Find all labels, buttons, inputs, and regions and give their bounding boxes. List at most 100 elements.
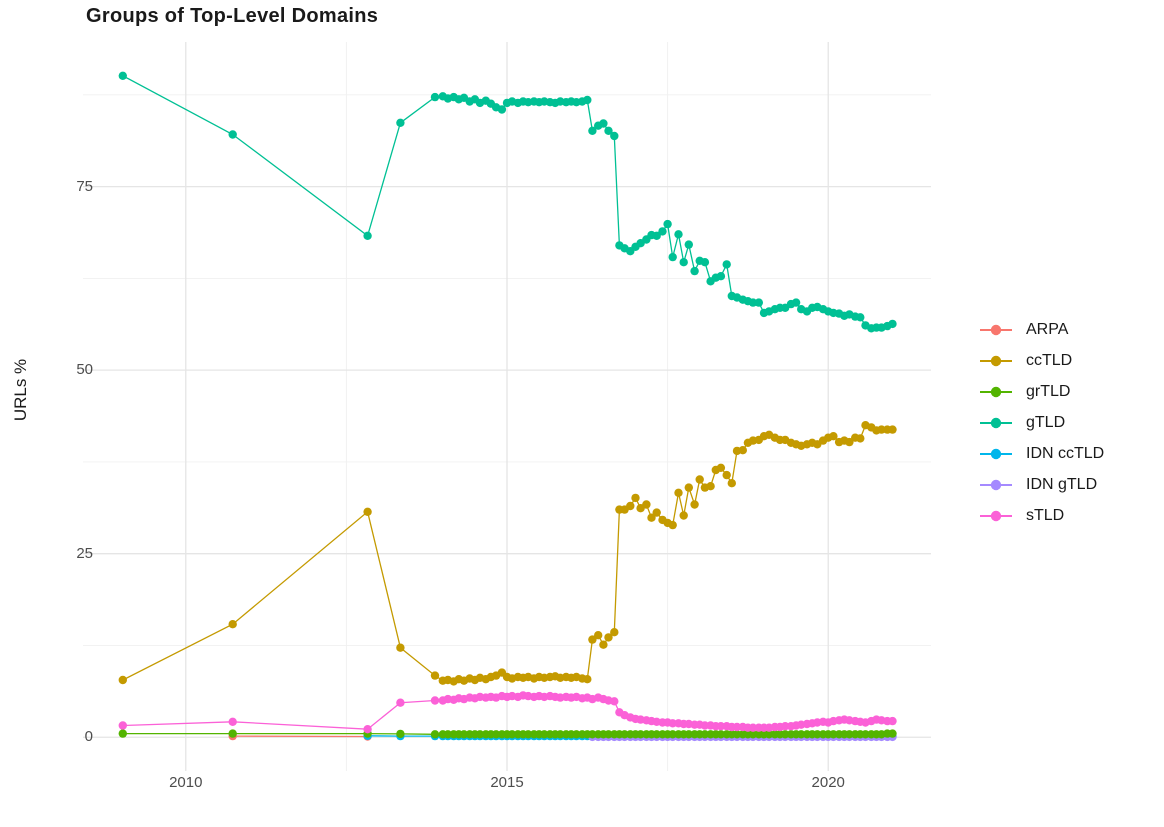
data-point bbox=[877, 425, 886, 434]
data-point bbox=[748, 730, 758, 739]
legend-marker bbox=[980, 355, 1012, 367]
data-point bbox=[856, 434, 865, 443]
data-point bbox=[228, 717, 237, 726]
data-point bbox=[716, 722, 726, 731]
data-point bbox=[118, 729, 128, 738]
data-point bbox=[507, 730, 517, 739]
legend-label: ccTLD bbox=[1026, 352, 1073, 369]
data-point bbox=[797, 730, 806, 739]
legend-marker bbox=[980, 510, 1012, 522]
legend-item-idn-cctld: IDN ccTLD bbox=[976, 443, 1104, 465]
data-point bbox=[845, 730, 854, 739]
data-point bbox=[604, 633, 613, 642]
legend-marker-dot bbox=[990, 417, 1002, 429]
data-point bbox=[748, 723, 758, 732]
data-point bbox=[610, 628, 619, 637]
legend-marker-dot bbox=[990, 510, 1002, 522]
data-point bbox=[396, 729, 405, 739]
legend-marker-dot bbox=[990, 355, 1002, 367]
data-point bbox=[791, 298, 801, 307]
data-point bbox=[888, 425, 897, 434]
data-point bbox=[716, 730, 726, 739]
legend-marker bbox=[980, 386, 1012, 398]
data-point bbox=[228, 130, 237, 139]
data-point bbox=[647, 513, 656, 522]
data-point bbox=[706, 482, 715, 491]
data-point bbox=[588, 730, 597, 739]
data-point bbox=[829, 432, 838, 441]
data-point bbox=[679, 258, 688, 267]
data-point bbox=[732, 730, 742, 739]
x-tick-label-2015: 2015 bbox=[490, 774, 524, 791]
data-point bbox=[118, 721, 128, 730]
data-point bbox=[663, 219, 672, 229]
series-gtld bbox=[118, 71, 897, 333]
data-point bbox=[594, 631, 603, 640]
data-point bbox=[396, 643, 405, 652]
data-point bbox=[497, 105, 507, 114]
data-point bbox=[748, 298, 758, 307]
data-point bbox=[443, 730, 453, 739]
data-point bbox=[363, 231, 372, 240]
data-point bbox=[599, 119, 608, 128]
data-point bbox=[716, 463, 726, 472]
data-point bbox=[604, 730, 613, 739]
data-point bbox=[674, 488, 683, 497]
data-point bbox=[700, 258, 710, 267]
data-point bbox=[658, 227, 667, 236]
legend: ARPA ccTLD grTLD gTLD IDN ccTLD IDN gTLD sTLD bbox=[976, 319, 1104, 536]
data-point bbox=[583, 95, 592, 105]
series-line bbox=[122, 75, 893, 329]
legend-marker-dot bbox=[990, 448, 1002, 460]
series-stld bbox=[118, 691, 897, 734]
data-point bbox=[556, 730, 565, 739]
data-point bbox=[856, 313, 865, 322]
data-point bbox=[764, 730, 774, 739]
data-point bbox=[845, 437, 854, 447]
data-point bbox=[636, 730, 645, 739]
data-point bbox=[363, 507, 372, 516]
legend-marker bbox=[980, 324, 1012, 336]
legend-label: grTLD bbox=[1026, 383, 1071, 400]
data-point bbox=[631, 493, 640, 503]
data-point bbox=[732, 722, 742, 732]
data-point bbox=[228, 620, 237, 629]
data-point bbox=[604, 126, 613, 135]
x-tick-label-2010: 2010 bbox=[169, 774, 203, 791]
x-tick-label-2020: 2020 bbox=[811, 774, 845, 791]
legend-marker-dot bbox=[990, 324, 1002, 336]
data-point bbox=[524, 730, 533, 739]
data-point bbox=[684, 240, 693, 249]
data-point bbox=[652, 730, 661, 739]
data-point bbox=[781, 722, 790, 731]
data-point bbox=[610, 697, 619, 706]
data-point bbox=[396, 118, 405, 128]
data-point bbox=[118, 675, 128, 685]
data-point bbox=[583, 675, 592, 684]
data-point bbox=[813, 730, 822, 739]
legend-label: ARPA bbox=[1026, 321, 1069, 338]
data-point bbox=[430, 671, 440, 680]
data-point bbox=[684, 730, 693, 739]
data-point bbox=[430, 696, 440, 705]
data-point bbox=[626, 501, 635, 511]
legend-label: gTLD bbox=[1026, 414, 1066, 431]
legend-item-cctld: ccTLD bbox=[976, 350, 1104, 372]
data-point bbox=[588, 126, 597, 135]
data-point bbox=[888, 319, 897, 329]
data-point bbox=[861, 730, 870, 739]
data-point bbox=[599, 640, 608, 649]
legend-label: IDN ccTLD bbox=[1026, 445, 1105, 462]
data-point bbox=[668, 730, 677, 739]
data-point bbox=[684, 483, 693, 492]
data-point bbox=[668, 520, 677, 530]
data-point bbox=[588, 635, 597, 644]
data-point bbox=[690, 500, 699, 509]
legend-item-idn-gtld: IDN gTLD bbox=[976, 474, 1104, 496]
legend-label: sTLD bbox=[1026, 507, 1065, 524]
gridlines bbox=[83, 42, 931, 771]
data-point bbox=[228, 729, 237, 738]
data-point bbox=[652, 231, 661, 240]
data-point bbox=[668, 252, 677, 262]
data-point bbox=[716, 272, 726, 281]
